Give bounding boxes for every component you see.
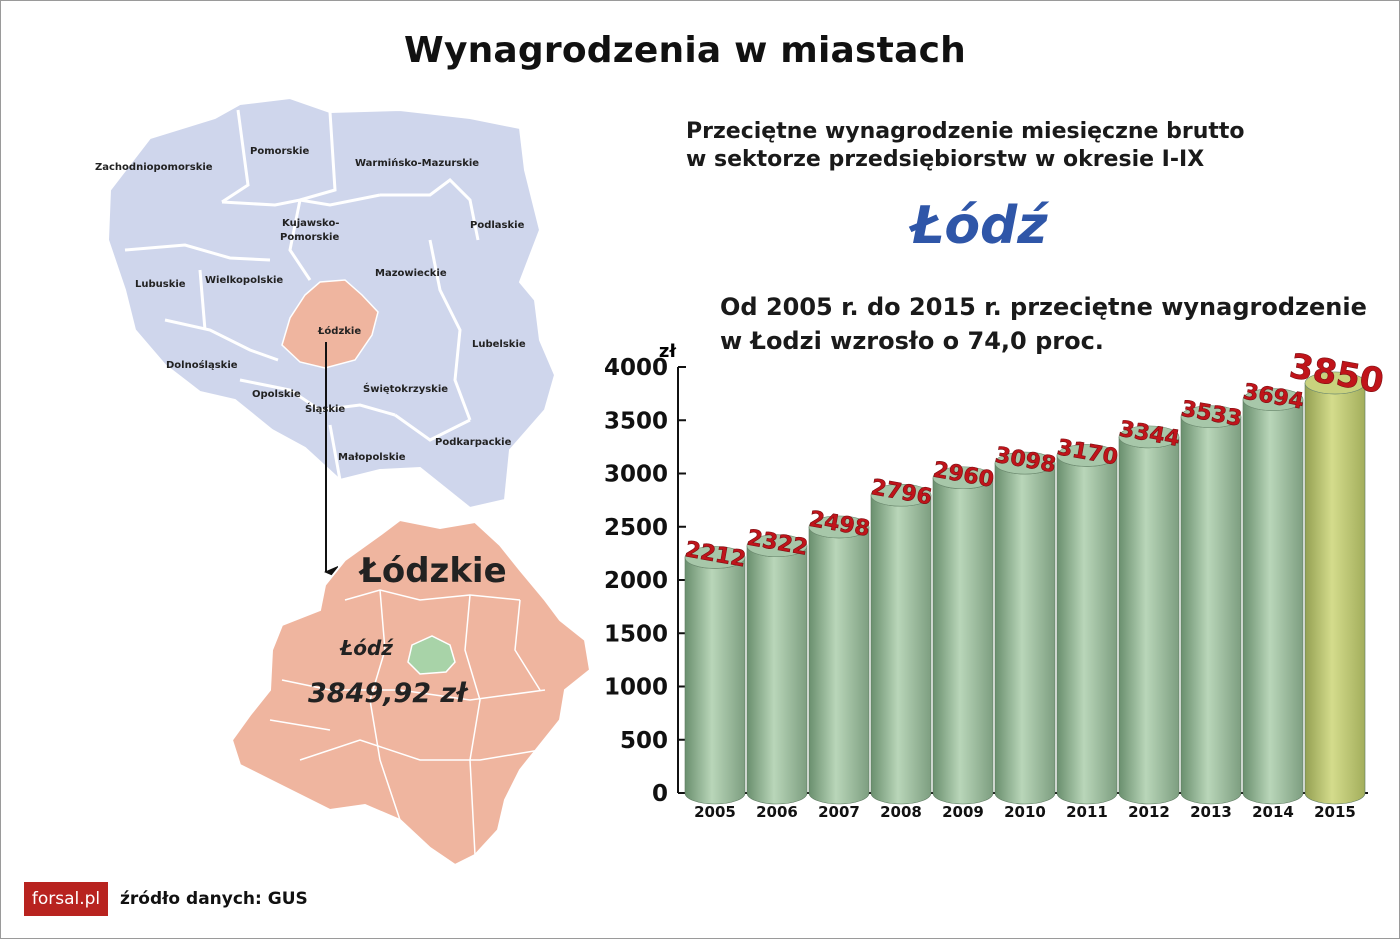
region-label: Małopolskie [338, 452, 406, 463]
bar [746, 545, 808, 805]
x-tick-label: 2006 [756, 803, 798, 821]
forsal-logo[interactable]: forsal.pl [24, 882, 108, 916]
subtitle-line-1: Przeciętne wynagrodzenie miesięczne brut… [686, 119, 1245, 144]
bar [1118, 436, 1180, 805]
bar-top [932, 466, 994, 490]
region-label: Warmińsko-Mazurskie [355, 157, 479, 169]
subtitle-line-2: w sektorze przedsiębiorstw w okresie I-I… [686, 147, 1205, 172]
region-label: Kujawsko- [282, 218, 339, 229]
bar [1304, 382, 1366, 805]
lodzkie-small-shape [281, 279, 379, 369]
main-title: Wynagrodzenia w miastach [404, 30, 966, 71]
bar-top [994, 451, 1056, 475]
y-tick-label: 0 [652, 781, 668, 807]
bar [1056, 455, 1118, 805]
chart-subtitle: Przeciętne wynagrodzenie miesięczne brut… [686, 118, 1245, 174]
y-tick-label: 500 [620, 728, 668, 754]
voivodeship-label: Łódzkie [358, 551, 507, 591]
x-tick-label: 2007 [818, 803, 860, 821]
region-label: Zachodniopomorskie [95, 162, 213, 173]
bar [932, 477, 994, 805]
chart-axis: zł 0 500 1000 1500 2000 2500 3000 3500 4000 2005 20… [604, 341, 1368, 821]
region-label: Dolnośląskie [166, 359, 238, 371]
bar [994, 463, 1056, 805]
y-tick-label: 3500 [604, 408, 668, 434]
region-label: Podkarpackie [435, 437, 512, 448]
bar-top [1056, 444, 1118, 467]
x-tick-label: 2013 [1190, 803, 1232, 821]
bar [684, 557, 746, 805]
region-label: Świętokrzyskie [363, 382, 448, 395]
note-line-2: w Łodzi wzrosło o 74,0 proc. [720, 327, 1104, 355]
y-tick-label: 1000 [604, 675, 668, 701]
region-label: Opolskie [252, 389, 301, 400]
city-wage-value: 3849,92 zł [308, 678, 469, 709]
bar-top [1118, 425, 1180, 449]
bar [870, 495, 932, 805]
bar [808, 526, 870, 805]
region-label: Podlaskie [470, 220, 525, 231]
x-tick-label: 2010 [1004, 803, 1046, 821]
x-tick-label: 2011 [1066, 803, 1108, 821]
x-tick-label: 2012 [1128, 803, 1170, 821]
region-label: Lubuskie [135, 279, 186, 290]
region-label: Lubelskie [472, 339, 526, 350]
note-line-1: Od 2005 r. do 2015 r. przeciętne wynagro… [720, 293, 1367, 321]
region-label: Pomorskie [250, 146, 309, 157]
region-labels: Zachodniopomorskie Pomorskie Warmińsko-M… [95, 146, 526, 463]
y-tick-label: 4000 [604, 355, 668, 381]
y-axis-unit: zł [659, 341, 677, 362]
bar [1242, 399, 1304, 805]
region-label: Pomorskie [280, 232, 339, 243]
x-tick-label: 2008 [880, 803, 922, 821]
city-name: Łódź [910, 196, 1048, 256]
growth-note: Od 2005 r. do 2015 r. przeciętne wynagro… [720, 290, 1367, 358]
city-label: Łódź [339, 636, 394, 660]
bar-top [746, 534, 808, 558]
bar-top [1304, 371, 1366, 395]
y-tick-label: 3000 [604, 462, 668, 488]
x-tick-label: 2005 [694, 803, 736, 821]
y-tick-label: 2500 [604, 515, 668, 541]
y-tick-label: 2000 [604, 568, 668, 594]
bar-top [1180, 405, 1242, 429]
x-tick-label: 2009 [942, 803, 984, 821]
bar-top [1242, 388, 1304, 411]
lodz-city-shape [407, 635, 456, 675]
data-source: źródło danych: GUS [120, 889, 308, 909]
bar-top [870, 483, 932, 507]
region-label: Łódzkie [317, 325, 361, 337]
county-borders [269, 589, 546, 856]
bar-top [684, 546, 746, 569]
y-tick-label: 1500 [604, 621, 668, 647]
voivodeship-borders [124, 109, 480, 481]
x-tick-label: 2014 [1252, 803, 1294, 821]
region-label: Mazowieckie [375, 268, 447, 279]
bar [1180, 416, 1242, 805]
region-label: Wielkopolskie [205, 275, 283, 286]
x-tick-label: 2015 [1314, 803, 1356, 821]
chart-bars [684, 371, 1366, 805]
bar-top [808, 515, 870, 539]
lodzkie-large-shape [230, 518, 592, 867]
